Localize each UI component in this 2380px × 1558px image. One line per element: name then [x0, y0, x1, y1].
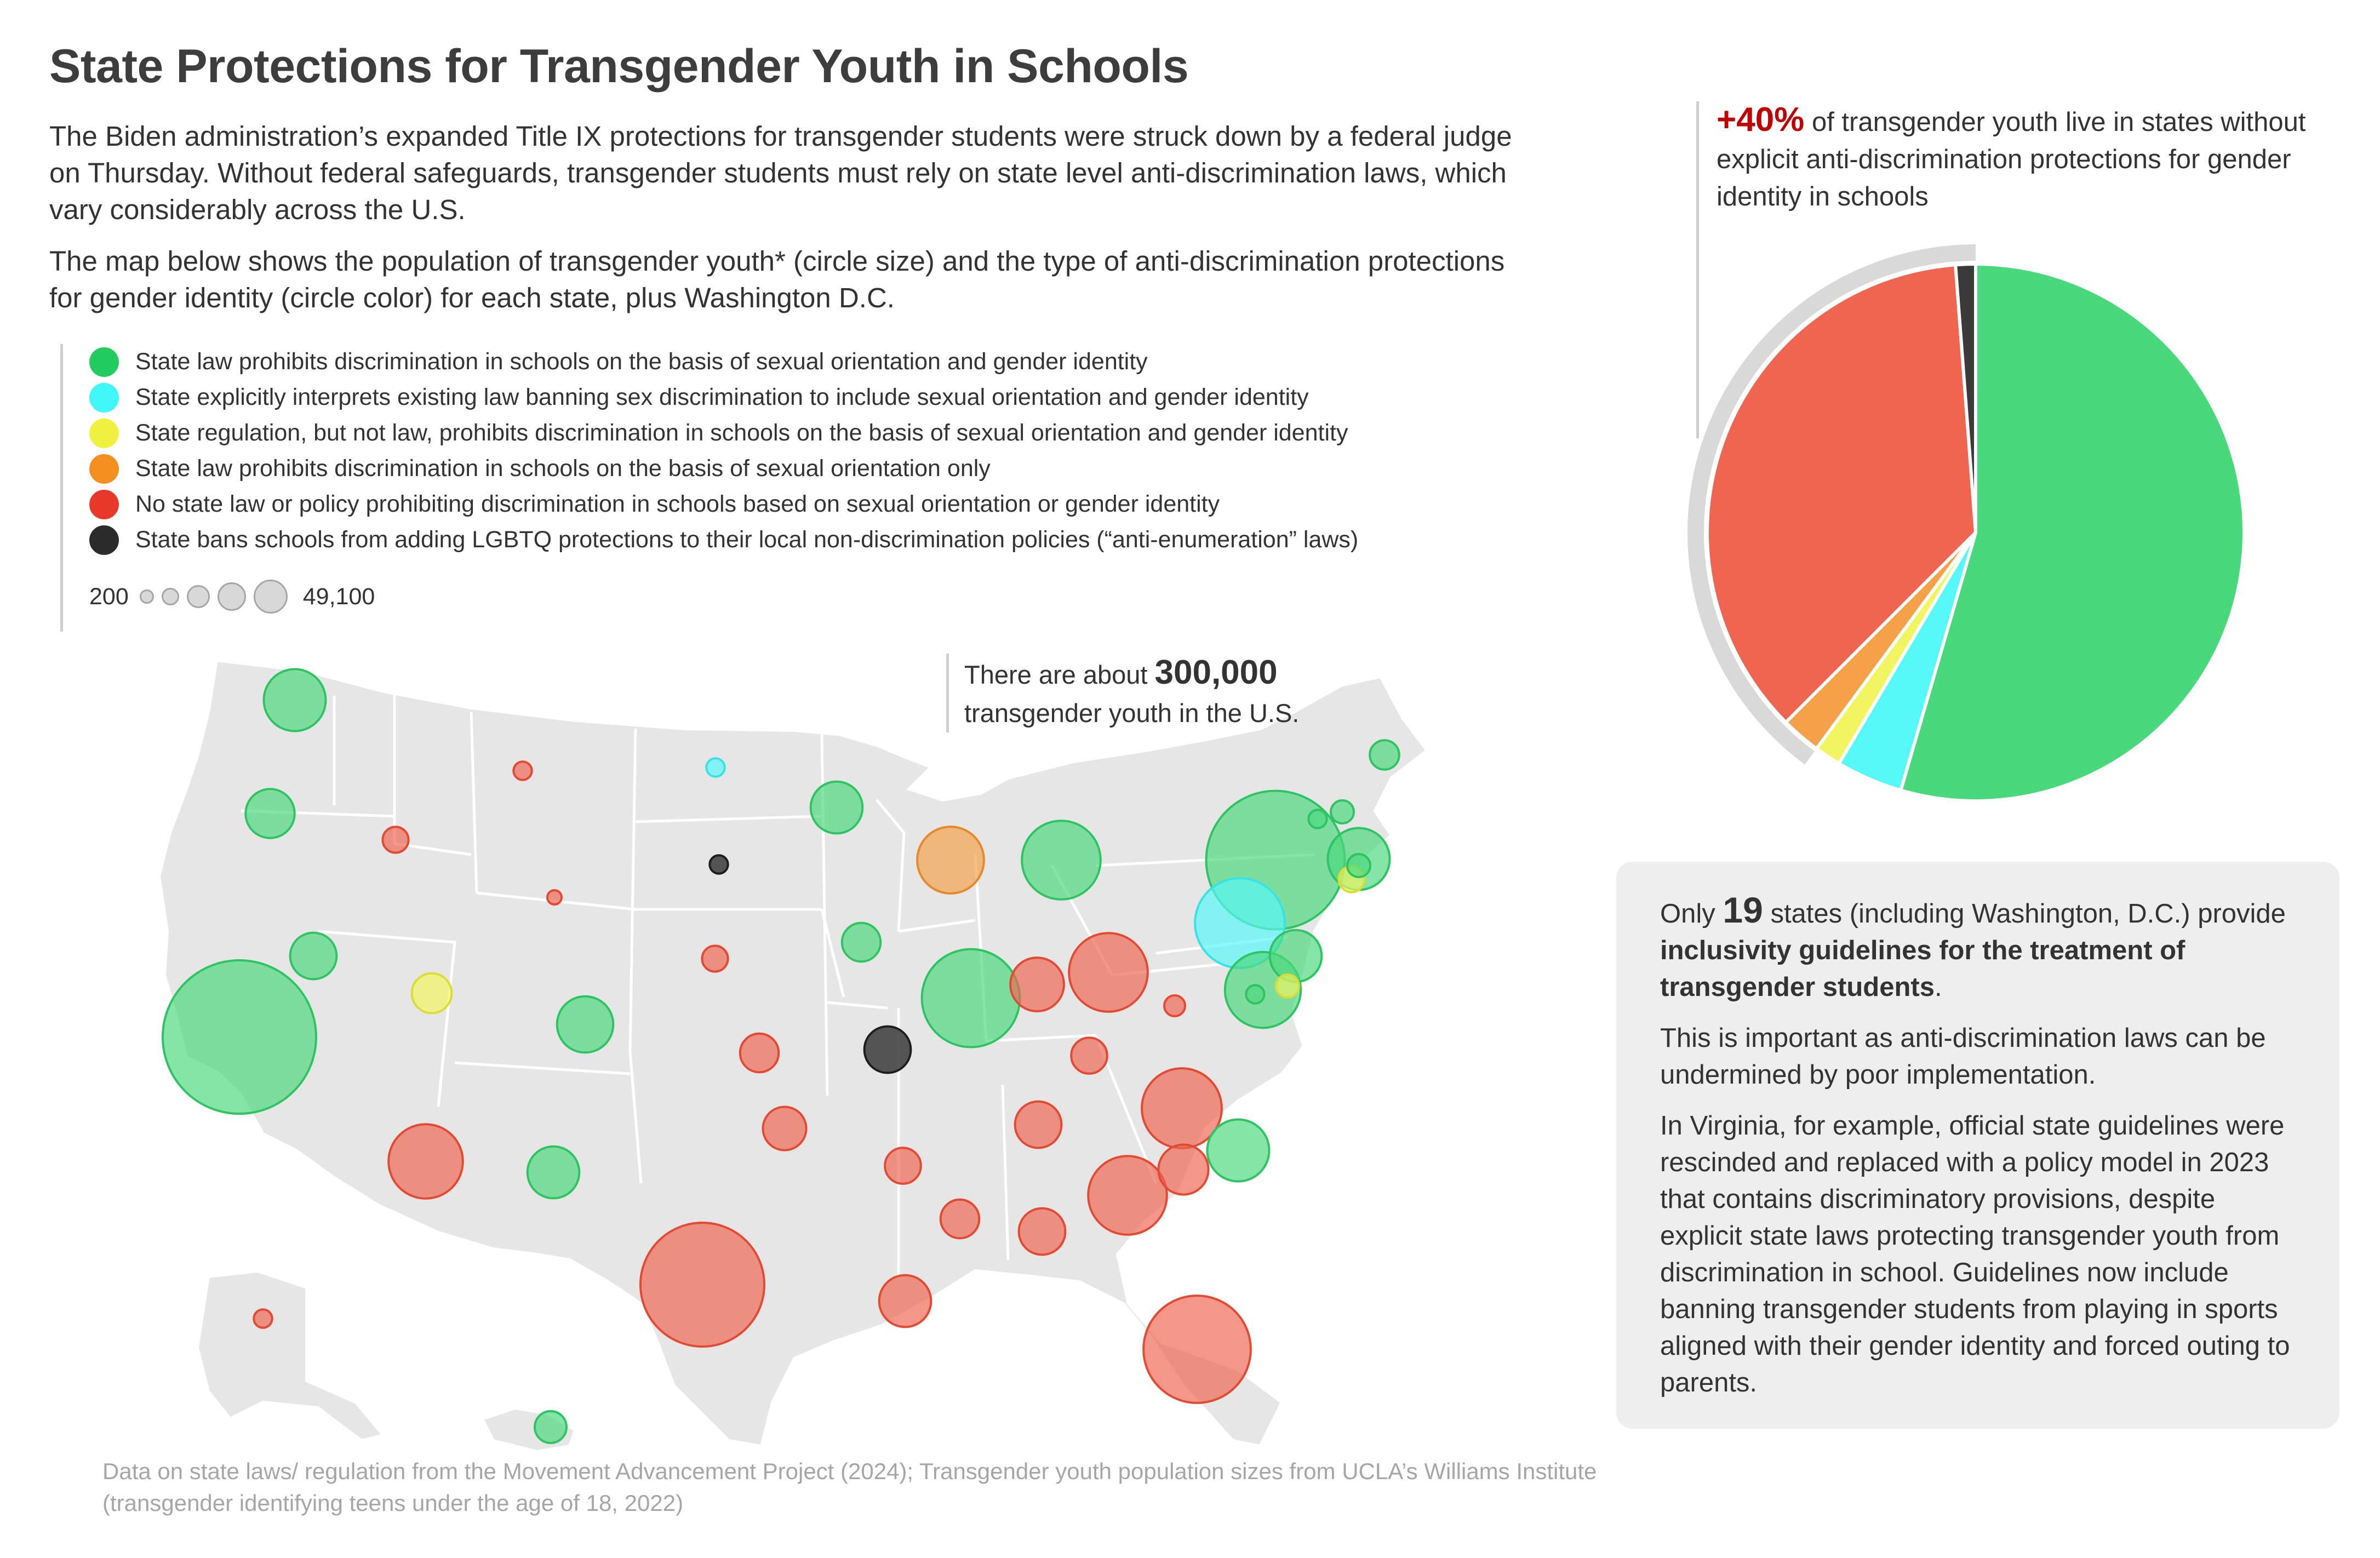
- map-legend: State law prohibits discrimination in sc…: [60, 344, 1358, 632]
- state-bubble-mi: [1021, 820, 1102, 901]
- legend-label: State explicitly interprets existing law…: [135, 384, 1309, 410]
- state-bubble-me: [1369, 739, 1400, 771]
- size-legend-circle: [161, 588, 179, 605]
- state-bubble-co: [556, 995, 615, 1054]
- size-legend-circle: [186, 585, 210, 608]
- percent-callout-text: of transgender youth live in states with…: [1717, 107, 2306, 211]
- total-callout-value: 300,000: [1154, 654, 1278, 691]
- legend-label: State law prohibits discrimination in sc…: [135, 348, 1148, 375]
- legend-label: State regulation, but not law, prohibits…: [135, 420, 1348, 446]
- info-p1-end: .: [1934, 972, 1942, 1002]
- state-bubble-nm: [526, 1145, 581, 1200]
- state-bubble-ms: [939, 1198, 981, 1240]
- legend-item: State law prohibits discrimination in sc…: [89, 451, 1358, 486]
- state-bubble-ok: [762, 1106, 808, 1152]
- total-callout-suffix: transgender youth in the U.S.: [964, 698, 1300, 728]
- state-bubble-vt: [1307, 809, 1328, 829]
- state-bubble-mn: [809, 780, 864, 835]
- intro-paragraph-2: The map below shows the population of tr…: [49, 245, 1505, 313]
- state-bubble-wa: [262, 668, 327, 732]
- intro-paragraph-1: The Biden administration’s expanded Titl…: [49, 121, 1512, 225]
- state-bubble-sd: [708, 854, 729, 875]
- pie-slice: [1898, 262, 2246, 803]
- state-bubble-ut: [410, 972, 453, 1015]
- state-bubble-wi: [916, 826, 985, 895]
- state-bubble-al: [1017, 1207, 1067, 1256]
- pie-slices: [1706, 262, 2246, 803]
- state-bubble-nd: [705, 757, 726, 778]
- legend-item: State explicitly interprets existing law…: [89, 380, 1358, 415]
- info-paragraph-2: This is important as anti-discrimination…: [1660, 1023, 2266, 1090]
- size-legend: 200 49,100: [89, 580, 1358, 614]
- legend-label: State bans schools from adding LGBTQ pro…: [135, 526, 1359, 553]
- state-bubble-ca: [162, 959, 317, 1115]
- info-box: Only 19 states (including Washington, D.…: [1616, 862, 2339, 1429]
- legend-item: No state law or policy prohibiting discr…: [89, 486, 1358, 522]
- info-p1-number: 19: [1723, 890, 1763, 930]
- state-bubble-oh: [1068, 932, 1149, 1013]
- info-p1-bold: inclusivity guidelines for the treatment…: [1660, 936, 2186, 1002]
- state-bubble-ia: [840, 921, 882, 963]
- info-paragraph-3: In Virginia, for example, official state…: [1660, 1111, 2290, 1397]
- percent-callout: +40% of transgender youth live in states…: [1696, 101, 2319, 438]
- state-bubble-ky: [1070, 1036, 1108, 1075]
- state-bubble-or: [244, 788, 296, 839]
- state-bubble-nh: [1330, 799, 1355, 824]
- pie-slice: [1953, 262, 1977, 533]
- legend-swatch: [89, 418, 119, 448]
- state-bubble-ks: [739, 1032, 780, 1074]
- legend-swatch: [89, 347, 119, 377]
- info-paragraph-1: Only 19 states (including Washington, D.…: [1660, 892, 2296, 1006]
- state-bubble-dc: [1245, 984, 1266, 1005]
- size-legend-circle: [217, 582, 246, 611]
- legend-swatch: [89, 454, 119, 484]
- state-bubble-ak: [253, 1308, 273, 1329]
- legend-swatch: [89, 525, 119, 555]
- state-bubble-mo: [863, 1025, 912, 1074]
- state-bubble-ri: [1346, 853, 1371, 878]
- state-bubble-hi: [534, 1410, 568, 1444]
- size-legend-min-label: 200: [89, 583, 129, 610]
- legend-swatch: [89, 382, 119, 413]
- state-bubble-id: [381, 826, 410, 854]
- state-bubble-sc: [1157, 1143, 1210, 1196]
- total-callout: There are about 300,000 transgender yout…: [946, 654, 1299, 732]
- state-bubble-in: [1009, 956, 1065, 1012]
- page-title: State Protections for Transgender Youth …: [49, 40, 1189, 93]
- state-bubble-wy: [546, 889, 563, 906]
- state-bubble-mt: [512, 760, 533, 781]
- legend-swatch: [89, 489, 119, 519]
- state-bubble-fl: [1142, 1294, 1252, 1404]
- state-bubble-la: [878, 1274, 932, 1328]
- pie-slice: [1706, 263, 1978, 725]
- size-legend-max-label: 49,100: [302, 583, 375, 610]
- legend-item: State bans schools from adding LGBTQ pro…: [89, 522, 1358, 558]
- state-bubble-az: [387, 1123, 464, 1200]
- legend-label: State law prohibits discrimination in sc…: [135, 455, 991, 482]
- state-bubble-de: [1275, 973, 1300, 999]
- size-legend-circle: [253, 580, 288, 614]
- state-bubble-wv: [1163, 994, 1186, 1017]
- legend-item: State law prohibits discrimination in sc…: [89, 344, 1358, 380]
- source-note: Data on state laws/ regulation from the …: [102, 1458, 1597, 1516]
- percent-callout-value: +40%: [1717, 101, 1805, 139]
- legend-item: State regulation, but not law, prohibits…: [89, 415, 1358, 451]
- state-bubbles: [162, 668, 1400, 1444]
- state-bubble-nv: [289, 931, 338, 981]
- state-bubble-tx: [639, 1222, 765, 1348]
- alaska-shape: [195, 1269, 387, 1443]
- size-legend-circle: [139, 589, 154, 604]
- state-bubble-tn: [1014, 1100, 1063, 1149]
- state-bubble-ga: [1087, 1155, 1168, 1236]
- state-bubble-ne: [701, 944, 729, 973]
- legend-label: No state law or policy prohibiting discr…: [135, 491, 1220, 517]
- info-p1-middle: states (including Washington, D.C.) prov…: [1770, 899, 2286, 929]
- state-bubble-va: [1206, 1118, 1271, 1183]
- state-bubble-ar: [884, 1147, 922, 1185]
- info-p1-prefix: Only: [1660, 899, 1715, 929]
- total-callout-prefix: There are about: [964, 660, 1148, 689]
